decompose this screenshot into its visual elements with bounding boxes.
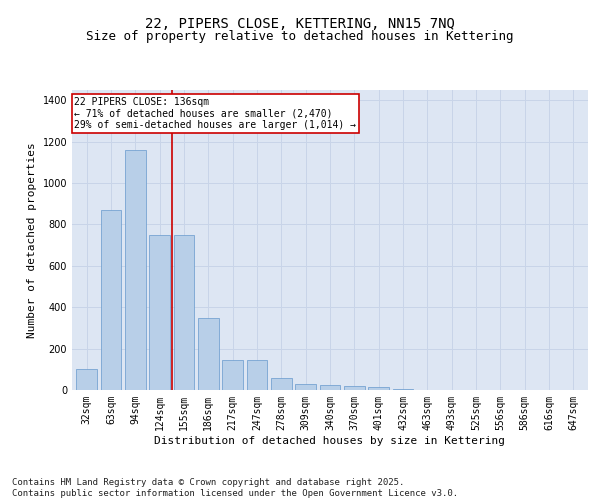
Bar bbox=[76, 370, 97, 390]
Bar bbox=[344, 386, 365, 390]
Bar bbox=[247, 360, 268, 390]
Text: Size of property relative to detached houses in Kettering: Size of property relative to detached ho… bbox=[86, 30, 514, 43]
Bar bbox=[173, 235, 194, 390]
Bar bbox=[125, 150, 146, 390]
Text: 22, PIPERS CLOSE, KETTERING, NN15 7NQ: 22, PIPERS CLOSE, KETTERING, NN15 7NQ bbox=[145, 18, 455, 32]
Bar bbox=[271, 378, 292, 390]
Bar bbox=[320, 385, 340, 390]
Bar bbox=[222, 360, 243, 390]
X-axis label: Distribution of detached houses by size in Kettering: Distribution of detached houses by size … bbox=[155, 436, 505, 446]
Text: 22 PIPERS CLOSE: 136sqm
← 71% of detached houses are smaller (2,470)
29% of semi: 22 PIPERS CLOSE: 136sqm ← 71% of detache… bbox=[74, 97, 356, 130]
Y-axis label: Number of detached properties: Number of detached properties bbox=[27, 142, 37, 338]
Bar bbox=[368, 387, 389, 390]
Bar bbox=[101, 210, 121, 390]
Bar bbox=[295, 384, 316, 390]
Bar bbox=[198, 318, 218, 390]
Bar bbox=[392, 389, 413, 390]
Text: Contains HM Land Registry data © Crown copyright and database right 2025.
Contai: Contains HM Land Registry data © Crown c… bbox=[12, 478, 458, 498]
Bar bbox=[149, 235, 170, 390]
